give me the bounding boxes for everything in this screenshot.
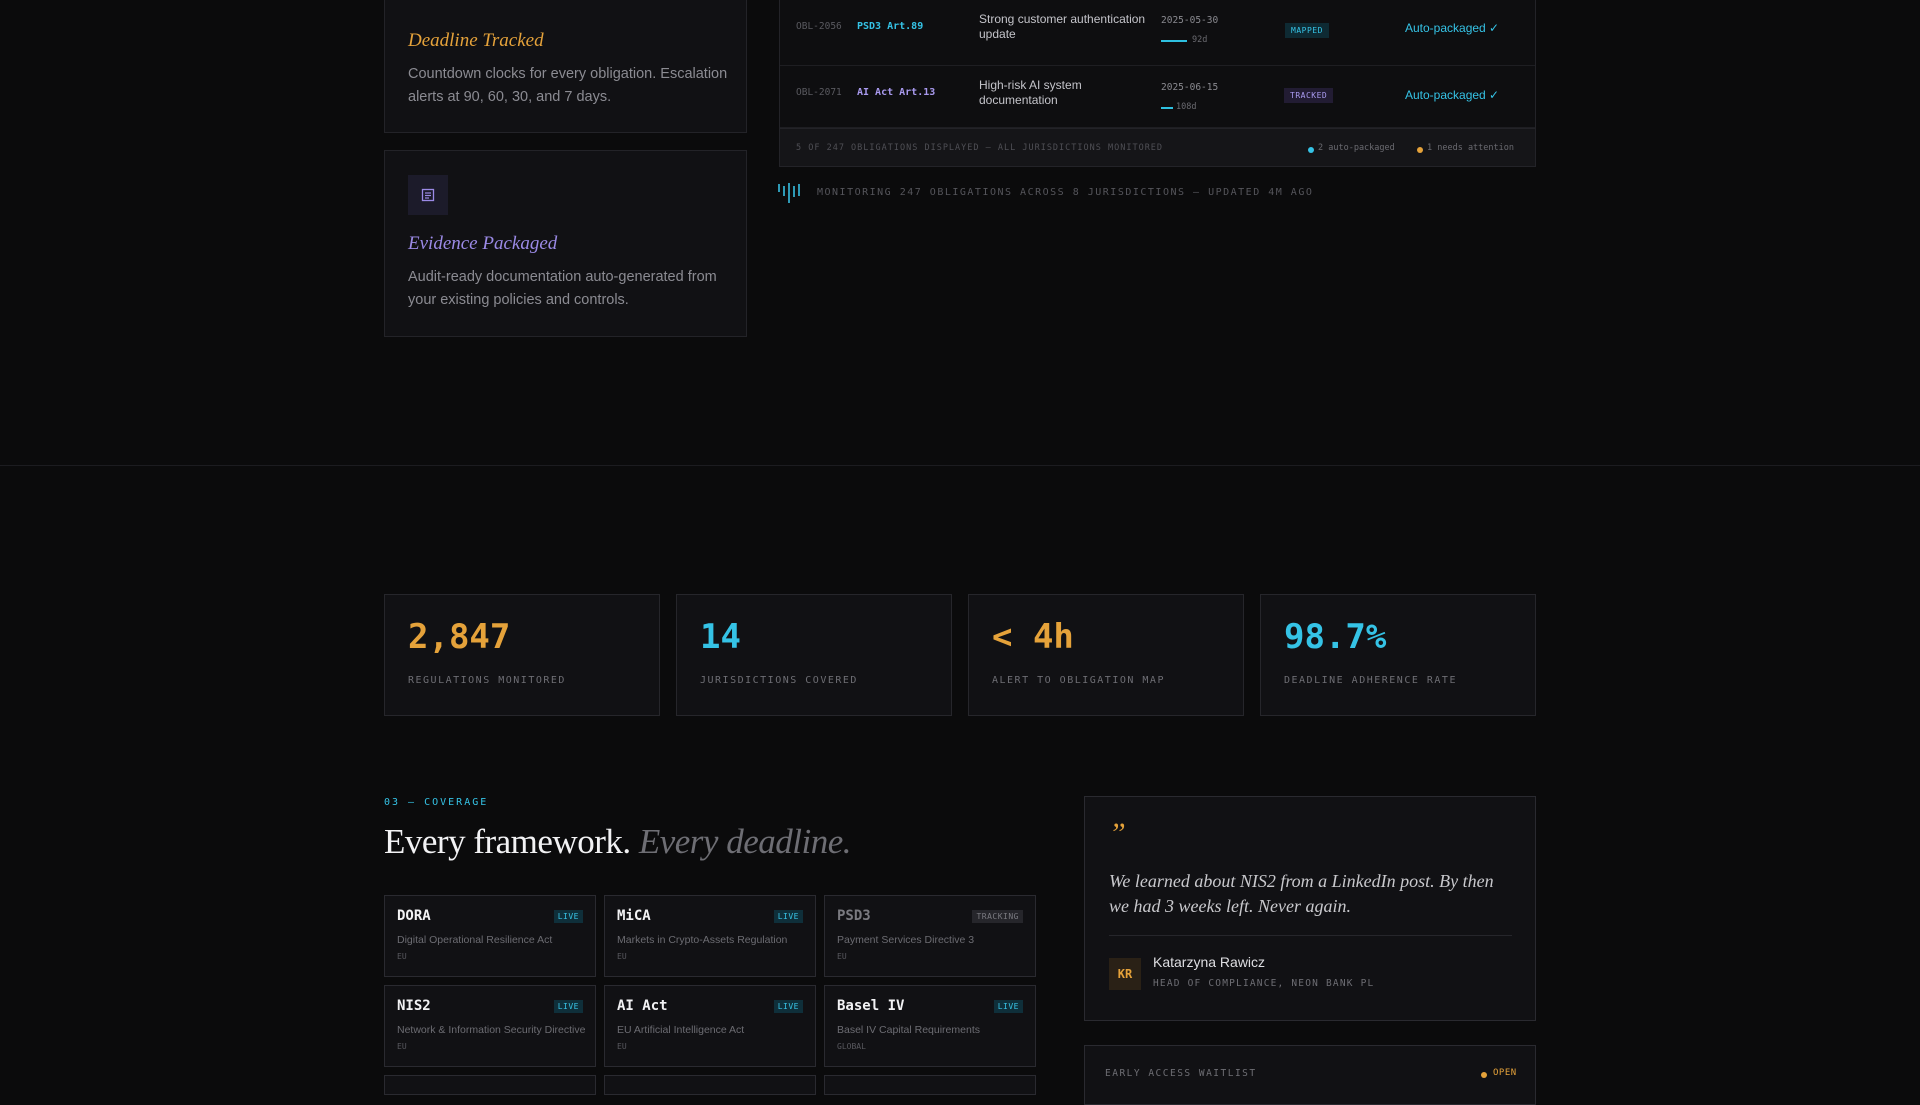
stat-card: 98.7% DEADLINE ADHERENCE RATE: [1260, 594, 1536, 716]
waitlist-card[interactable]: EARLY ACCESS WAITLIST OPEN: [1084, 1045, 1536, 1105]
table-row[interactable]: OBL-2056 PSD3 Art.89 Strong customer aut…: [780, 0, 1535, 66]
feature-card-evidence: Evidence Packaged Audit-ready documentat…: [384, 150, 747, 337]
framework-status-badge: LIVE: [993, 1000, 1023, 1013]
stat-card: 2,847 REGULATIONS MONITORED: [384, 594, 660, 716]
framework-name: NIS2: [397, 998, 431, 1014]
framework-full-name: Digital Operational Resilience Act: [397, 934, 553, 946]
legend-dot: [1417, 147, 1423, 153]
stat-value: 14: [700, 617, 741, 657]
framework-card[interactable]: [384, 1075, 596, 1095]
framework-name: Basel IV: [837, 998, 905, 1014]
framework-name: PSD3: [837, 908, 871, 924]
framework-card-psd3[interactable]: PSD3 TRACKING Payment Services Directive…: [824, 895, 1036, 977]
framework-status-badge: TRACKING: [972, 910, 1023, 923]
section-eyebrow: 03 — COVERAGE: [384, 797, 489, 808]
status-badge: TRACKED: [1284, 88, 1334, 103]
framework-full-name: Payment Services Directive 3: [837, 934, 975, 946]
feature-description: Countdown clocks for every obligation. E…: [408, 66, 728, 105]
auto-packaged-link[interactable]: Auto-packaged ✓: [1405, 21, 1500, 35]
framework-jurisdiction: GLOBAL: [837, 1042, 866, 1051]
framework-jurisdiction: EU: [617, 952, 627, 961]
section-divider: [0, 465, 1920, 466]
testimonial-author-role: HEAD OF COMPLIANCE, NEON BANK PL: [1153, 978, 1375, 989]
framework-card[interactable]: [824, 1075, 1036, 1095]
framework-card[interactable]: [604, 1075, 816, 1095]
obligation-id: OBL-2056: [796, 21, 842, 32]
waitlist-status: OPEN: [1493, 1068, 1517, 1078]
feature-title: Evidence Packaged: [408, 233, 558, 254]
obligation-description: Strong customer authentication update: [979, 12, 1146, 41]
stat-card: 14 JURISDICTIONS COVERED: [676, 594, 952, 716]
stat-label: DEADLINE ADHERENCE RATE: [1284, 675, 1457, 686]
framework-jurisdiction: EU: [837, 952, 847, 961]
heading-accent: Every deadline.: [638, 822, 852, 861]
testimonial-divider: [1109, 935, 1512, 936]
framework-name: MiCA: [617, 908, 651, 924]
framework-full-name: EU Artificial Intelligence Act: [617, 1024, 745, 1036]
feature-description: Audit-ready documentation auto-generated…: [408, 269, 717, 308]
obligation-description: High-risk AI system documentation: [979, 78, 1082, 107]
stat-label: ALERT TO OBLIGATION MAP: [992, 675, 1165, 686]
legend-dot: [1308, 147, 1314, 153]
status-dot: [1481, 1072, 1487, 1078]
framework-status-badge: LIVE: [773, 1000, 803, 1013]
framework-name: DORA: [397, 908, 431, 924]
feature-card-deadline: Deadline Tracked Countdown clocks for ev…: [384, 0, 747, 133]
days-remaining: 108d: [1176, 102, 1197, 112]
framework-card-dora[interactable]: DORA LIVE Digital Operational Resilience…: [384, 895, 596, 977]
table-row[interactable]: OBL-2071 AI Act Art.13 High-risk AI syst…: [780, 62, 1535, 128]
activity-bars-icon: [778, 182, 806, 204]
stat-value: 98.7%: [1284, 617, 1387, 657]
table-footer-text: 5 OF 247 OBLIGATIONS DISPLAYED — ALL JUR…: [796, 143, 1164, 153]
framework-status-badge: LIVE: [553, 910, 583, 923]
feature-title: Deadline Tracked: [408, 30, 544, 51]
obligations-table: OBL-2056 PSD3 Art.89 Strong customer aut…: [779, 0, 1536, 167]
testimonial-quote: We learned about NIS2 from a LinkedIn po…: [1109, 871, 1494, 916]
stat-value: < 4h: [992, 617, 1074, 657]
quote-mark-icon: ”: [1109, 817, 1126, 850]
section-heading: Every framework. Every deadline.: [384, 822, 851, 862]
obligation-id: OBL-2071: [796, 87, 842, 98]
avatar: KR: [1109, 958, 1141, 990]
framework-name: AI Act: [617, 998, 668, 1014]
framework-jurisdiction: EU: [617, 1042, 627, 1051]
obligation-deadline: 2025-06-15: [1161, 82, 1219, 93]
framework-full-name: Network & Information Security Directive: [397, 1024, 586, 1036]
legend-label: 2 auto-packaged: [1318, 143, 1395, 153]
obligation-reference: PSD3 Art.89: [857, 21, 924, 32]
legend-label: 1 needs attention: [1427, 143, 1514, 153]
framework-card-mica[interactable]: MiCA LIVE Markets in Crypto-Assets Regul…: [604, 895, 816, 977]
obligation-reference: AI Act Art.13: [857, 87, 936, 98]
auto-packaged-link[interactable]: Auto-packaged ✓: [1405, 88, 1500, 102]
deadline-progress-bar: [1161, 107, 1173, 109]
stat-card: < 4h ALERT TO OBLIGATION MAP: [968, 594, 1244, 716]
framework-card-nis2[interactable]: NIS2 LIVE Network & Information Security…: [384, 985, 596, 1067]
obligation-deadline: 2025-05-30: [1161, 15, 1219, 26]
framework-status-badge: LIVE: [553, 1000, 583, 1013]
framework-status-badge: LIVE: [773, 910, 803, 923]
framework-card-basel-iv[interactable]: Basel IV LIVE Basel IV Capital Requireme…: [824, 985, 1036, 1067]
monitoring-status: MONITORING 247 OBLIGATIONS ACROSS 8 JURI…: [817, 187, 1314, 198]
stat-label: REGULATIONS MONITORED: [408, 675, 566, 686]
waitlist-label: EARLY ACCESS WAITLIST: [1105, 1068, 1257, 1079]
stat-value: 2,847: [408, 617, 511, 657]
document-icon: [408, 175, 448, 215]
framework-card-ai-act[interactable]: AI Act LIVE EU Artificial Intelligence A…: [604, 985, 816, 1067]
framework-jurisdiction: EU: [397, 1042, 407, 1051]
framework-full-name: Markets in Crypto-Assets Regulation: [617, 934, 788, 946]
deadline-progress-bar: [1161, 40, 1187, 42]
framework-full-name: Basel IV Capital Requirements: [837, 1024, 980, 1036]
table-footer: 5 OF 247 OBLIGATIONS DISPLAYED — ALL JUR…: [780, 128, 1535, 166]
status-badge: MAPPED: [1285, 23, 1329, 38]
testimonial-card: ” We learned about NIS2 from a LinkedIn …: [1084, 796, 1536, 1021]
stat-label: JURISDICTIONS COVERED: [700, 675, 858, 686]
days-remaining: 92d: [1192, 35, 1208, 45]
heading-main: Every framework.: [384, 822, 631, 861]
framework-jurisdiction: EU: [397, 952, 407, 961]
testimonial-author-name: Katarzyna Rawicz: [1153, 954, 1266, 970]
